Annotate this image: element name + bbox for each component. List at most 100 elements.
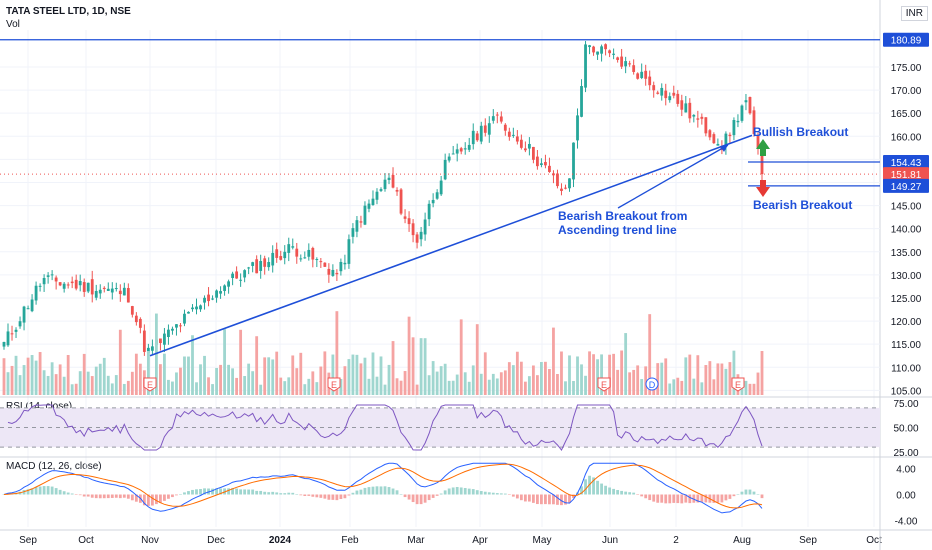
price-tag-text: 180.89 (891, 36, 922, 47)
macd-hist-bar (110, 494, 114, 498)
volume-bar (676, 377, 680, 395)
volume-bar (18, 375, 22, 395)
candle-body (411, 223, 415, 236)
volume-bar (616, 369, 620, 395)
candle-body (339, 261, 343, 272)
candle-body (199, 305, 202, 310)
candle-body (728, 134, 732, 137)
volume-bar (391, 341, 395, 395)
volume-bar (114, 375, 118, 395)
macd-hist-bar (94, 494, 98, 499)
macd-hist-bar (435, 494, 439, 496)
volume-bar (359, 363, 363, 395)
x-tick-label: Oct (78, 535, 94, 546)
currency-badge[interactable]: INR (900, 6, 928, 21)
candle-body (138, 318, 142, 328)
macd-hist-bar (126, 494, 130, 499)
macd-hist-bar (556, 494, 559, 505)
candle-body (531, 146, 535, 160)
macd-hist-bar (2, 494, 6, 495)
candle-body (672, 92, 676, 96)
dividend-marker (645, 377, 659, 391)
volume-bar (503, 370, 507, 395)
macd-hist-bar (383, 486, 387, 495)
macd-hist-bar (167, 494, 170, 499)
macd-hist-bar (716, 494, 720, 503)
pointer-arrow-line (617, 144, 729, 209)
candle-body (644, 70, 648, 79)
macd-hist-bar (656, 494, 660, 503)
price-tag-text: 151.81 (891, 170, 922, 181)
price-tag-text: 154.43 (891, 158, 922, 169)
volume-bar (355, 354, 359, 395)
candle-body (323, 262, 327, 267)
candle-body (676, 93, 680, 104)
volume-bar (82, 353, 86, 395)
volume-bar (74, 383, 78, 395)
candle-body (427, 203, 431, 220)
candle-body (572, 142, 575, 180)
volume-bar (628, 372, 632, 395)
candle-body (167, 329, 170, 337)
candle-body (636, 73, 640, 79)
macd-hist-bar (443, 490, 447, 495)
macd-hist-bar (247, 489, 251, 495)
candle-body (215, 290, 218, 298)
candle-body (439, 180, 443, 195)
candle-body (227, 281, 230, 287)
macd-hist-bar (219, 488, 222, 495)
candle-body (387, 177, 391, 181)
macd-hist-bar (696, 494, 700, 503)
volume-bar (515, 351, 519, 395)
candle-body (2, 341, 6, 347)
candle-body (58, 282, 62, 286)
macd-hist-bar (159, 494, 162, 503)
volume-bar (399, 380, 403, 395)
volume-bar (38, 352, 42, 395)
candle-body (283, 251, 287, 259)
candle-body (632, 65, 636, 72)
macd-hist-bar (564, 494, 567, 505)
volume-bar (712, 379, 716, 395)
macd-hist-bar (568, 494, 571, 503)
volume-bar (552, 327, 555, 395)
candle-body (648, 76, 652, 86)
candle-body (355, 220, 359, 232)
volume-bar (536, 375, 539, 395)
macd-hist-bar (399, 493, 403, 495)
x-tick-label: Apr (472, 535, 488, 546)
macd-hist-bar (499, 493, 503, 495)
rsi-tick-label: 25.00 (893, 448, 918, 459)
candle-body (287, 244, 291, 253)
candle-body (608, 50, 612, 54)
macd-hist-bar (243, 489, 247, 495)
candle-body (379, 189, 383, 191)
macd-hist-bar (700, 494, 704, 502)
candle-body (491, 116, 495, 121)
candle-body (740, 105, 744, 121)
candle-body (688, 102, 692, 119)
volume-bar (159, 364, 162, 395)
candle-body (247, 267, 251, 269)
candle-body (251, 262, 255, 266)
macd-hist-bar (323, 494, 327, 499)
candle-body (54, 277, 58, 282)
candle-body (163, 333, 166, 345)
candle-body (656, 92, 660, 94)
candle-body (600, 46, 603, 54)
volume-bar (283, 381, 287, 395)
macd-hist-bar (122, 494, 126, 498)
candle-body (748, 97, 752, 114)
macd-hist-bar (395, 490, 399, 495)
candle-body (664, 90, 668, 99)
event-marker-label: E (735, 380, 741, 390)
volume-label: Vol (6, 19, 20, 30)
volume-bar (267, 357, 271, 395)
candle-body (580, 86, 583, 117)
y-tick-label: 140.00 (891, 225, 922, 236)
x-tick-label: Feb (341, 535, 359, 546)
candle-body (18, 321, 22, 327)
volume-bar (98, 363, 102, 395)
candle-body (704, 117, 708, 134)
